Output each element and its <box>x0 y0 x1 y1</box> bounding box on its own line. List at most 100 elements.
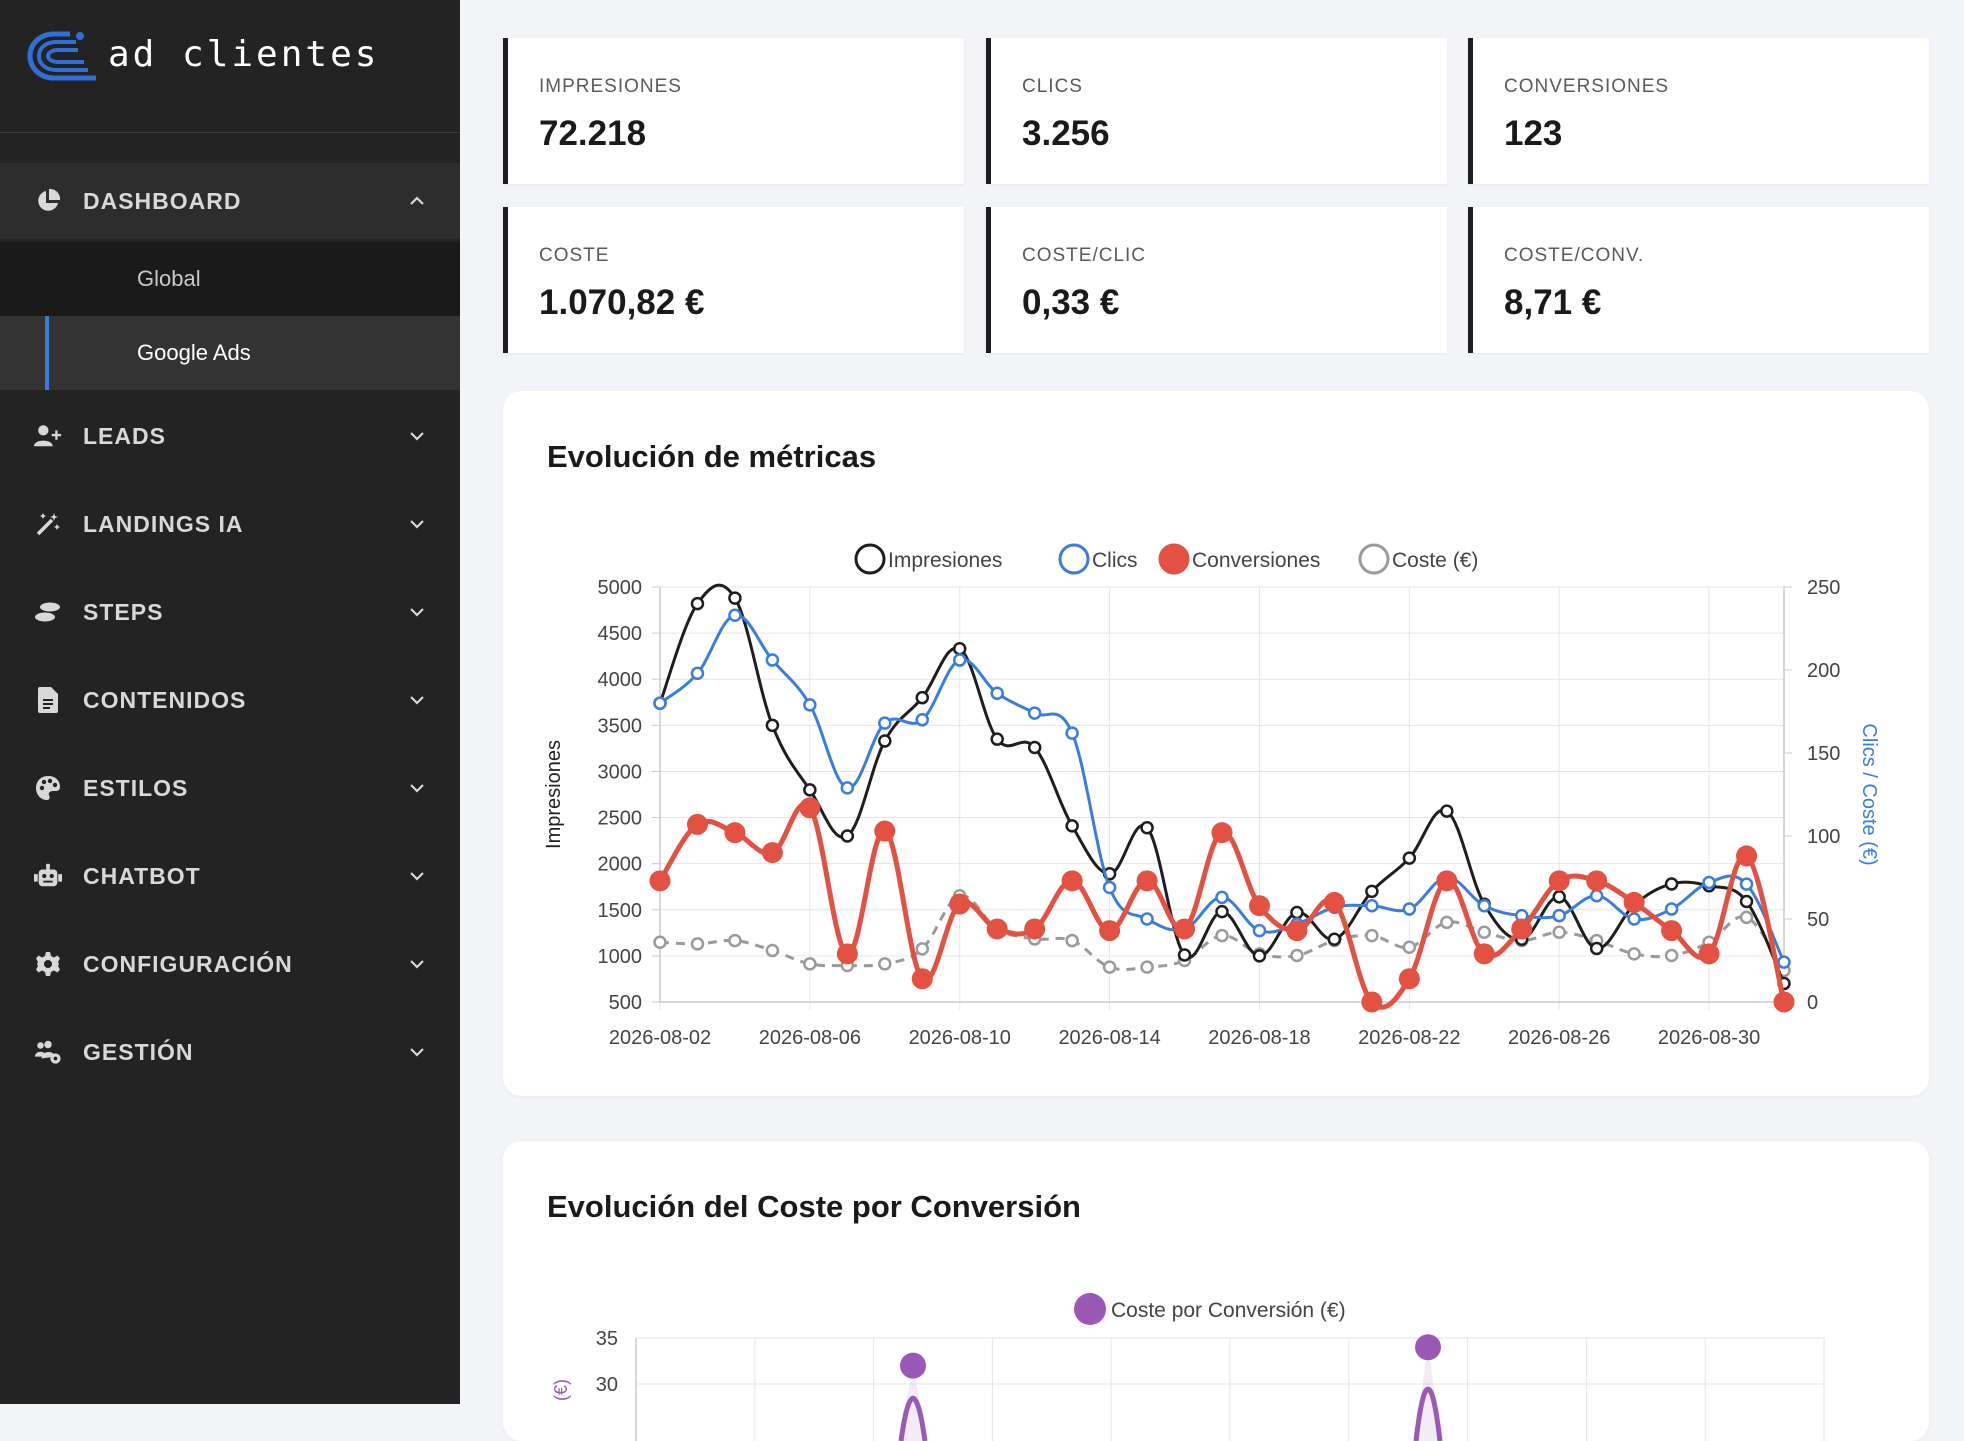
data-point <box>1402 902 1417 916</box>
data-point <box>1415 1334 1441 1361</box>
chevron-down-icon <box>410 960 424 969</box>
stat-value: 3.256 <box>1022 114 1110 153</box>
data-point <box>990 686 1004 700</box>
y-tick-label: 4500 <box>598 623 643 645</box>
dashboard-submenu: Global Google Ads <box>0 242 460 390</box>
users-gear-icon <box>34 1038 62 1066</box>
sub-item-global[interactable]: Global <box>0 242 460 316</box>
nav-contenidos[interactable]: CONTENIDOS <box>0 662 460 738</box>
data-point <box>803 783 817 797</box>
y2-tick-label: 150 <box>1807 743 1840 765</box>
data-point <box>915 713 930 727</box>
y-axis-title: Impresiones <box>543 740 565 849</box>
data-point <box>1739 894 1754 909</box>
sub-item-google-ads[interactable]: Google Ads <box>0 316 460 390</box>
nav-label: CONFIGURACIÓN <box>83 950 293 977</box>
metrics-panel: Evolución de métricas 500 1000 1500 2000 250… <box>503 391 1929 1096</box>
data-point <box>1698 943 1720 965</box>
stat-card-coste-clic: COSTE/CLIC 0,33 € <box>986 207 1447 353</box>
y2-tick-label: 100 <box>1807 826 1840 848</box>
data-point <box>690 666 705 681</box>
magic-wand-icon <box>34 510 62 538</box>
file-lines-icon <box>34 686 62 714</box>
data-point <box>1511 918 1533 940</box>
nav-steps[interactable]: STEPS <box>0 574 460 650</box>
data-point <box>1252 923 1267 938</box>
gear-icon <box>34 950 62 978</box>
stat-value: 72.218 <box>539 114 647 153</box>
data-point <box>840 781 855 795</box>
data-point <box>1252 949 1267 963</box>
chevron-down-icon <box>410 872 424 881</box>
robot-icon <box>34 862 62 890</box>
data-point <box>1552 908 1566 923</box>
x-tick-label: 2026-08-26 <box>1508 1027 1610 1049</box>
data-point <box>728 608 742 622</box>
y2-tick-label: 50 <box>1807 909 1829 931</box>
data-point <box>690 596 705 611</box>
y2-tick-label: 250 <box>1807 577 1840 599</box>
data-point <box>900 1352 926 1379</box>
data-point <box>878 734 892 748</box>
stat-card-coste: COSTE 1.070,82 € <box>503 207 964 353</box>
data-point <box>1402 851 1417 865</box>
y-tick-label: 1500 <box>598 900 643 922</box>
data-point <box>690 937 705 951</box>
x-tick-label: 2026-08-30 <box>1658 1027 1760 1049</box>
data-point <box>1589 889 1604 903</box>
sidebar: ad clientes DASHBOARD Global Google Ads … <box>0 0 460 1404</box>
data-point <box>765 653 780 667</box>
data-point <box>1027 706 1042 720</box>
nav-landings-ia[interactable]: LANDINGS IA <box>0 486 460 562</box>
nav-gestion[interactable]: GESTIÓN <box>0 1014 460 1090</box>
stat-value: 1.070,82 € <box>539 283 705 322</box>
y-tick-label: 3500 <box>598 715 643 737</box>
nav-label: DASHBOARD <box>83 187 242 214</box>
data-point <box>803 957 817 971</box>
data-point <box>1623 891 1645 913</box>
data-point <box>1739 910 1754 925</box>
legend-label: Coste (€) <box>1392 549 1478 572</box>
x-tick-label: 2026-08-14 <box>1058 1027 1160 1049</box>
nav-leads[interactable]: LEADS <box>0 398 460 474</box>
data-point <box>1664 902 1679 916</box>
nav-estilos[interactable]: ESTILOS <box>0 750 460 826</box>
data-point <box>1664 877 1679 891</box>
nav-label: CHATBOT <box>83 862 201 889</box>
chevron-down-icon <box>410 1048 424 1057</box>
stat-label: IMPRESIONES <box>539 76 682 97</box>
stat-card-coste-conv: COSTE/CONV. 8,71 € <box>1468 207 1929 353</box>
data-point <box>949 893 971 915</box>
data-point <box>1477 925 1492 940</box>
stat-label: CONVERSIONES <box>1504 76 1670 97</box>
metrics-chart: 500 1000 1500 2000 2500 3000 3500 4000 4500 5000 0… <box>543 543 1880 1049</box>
stat-card-impresiones: IMPRESIONES 72.218 <box>503 38 964 184</box>
data-point <box>1286 920 1308 942</box>
nav-chatbot[interactable]: CHATBOT <box>0 838 460 914</box>
data-point <box>1440 915 1454 930</box>
y-tick-label: 2500 <box>598 808 643 830</box>
data-point <box>1661 920 1683 942</box>
data-point <box>952 653 967 667</box>
data-point <box>1327 932 1342 947</box>
chart-pie-icon <box>34 187 62 215</box>
nav-dashboard[interactable]: DASHBOARD <box>0 163 460 239</box>
data-point <box>1174 918 1196 940</box>
data-point <box>1436 870 1458 892</box>
data-point <box>878 957 892 971</box>
stat-label: CLICS <box>1022 76 1083 97</box>
data-point <box>1365 928 1379 943</box>
data-point <box>1027 740 1042 755</box>
data-point <box>1136 870 1158 892</box>
data-point <box>1739 877 1754 891</box>
data-point <box>1290 905 1304 920</box>
y-axis-unit: (€) <box>551 1379 571 1401</box>
data-point <box>1061 870 1083 892</box>
x-tick-label: 2026-08-10 <box>909 1027 1011 1049</box>
nav-configuracion[interactable]: CONFIGURACIÓN <box>0 926 460 1002</box>
data-point <box>1323 891 1345 913</box>
data-point <box>1627 912 1641 926</box>
data-point <box>990 732 1004 746</box>
data-point <box>986 918 1008 940</box>
data-point <box>952 642 967 656</box>
